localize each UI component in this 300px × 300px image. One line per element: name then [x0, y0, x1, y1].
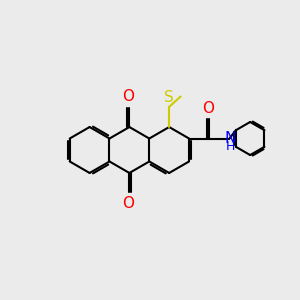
Text: H: H [225, 140, 235, 153]
Text: O: O [202, 101, 214, 116]
Text: O: O [122, 89, 134, 104]
Text: O: O [122, 196, 134, 211]
Text: S: S [164, 90, 174, 105]
Text: N: N [224, 131, 236, 146]
